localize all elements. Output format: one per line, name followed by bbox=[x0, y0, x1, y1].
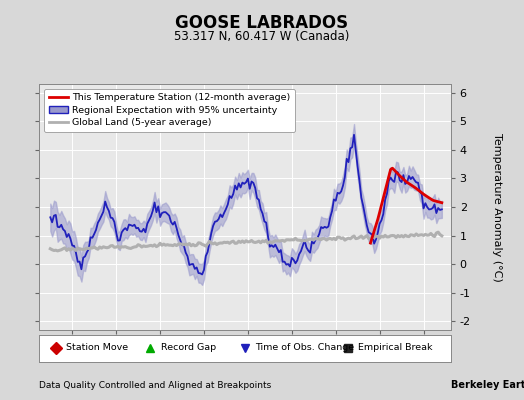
Text: Data Quality Controlled and Aligned at Breakpoints: Data Quality Controlled and Aligned at B… bbox=[39, 381, 271, 390]
Text: Record Gap: Record Gap bbox=[161, 343, 216, 352]
Text: Time of Obs. Change: Time of Obs. Change bbox=[255, 343, 354, 352]
Y-axis label: Temperature Anomaly (°C): Temperature Anomaly (°C) bbox=[492, 133, 501, 281]
Legend: This Temperature Station (12-month average), Regional Expectation with 95% uncer: This Temperature Station (12-month avera… bbox=[44, 89, 296, 132]
Text: GOOSE LABRADOS: GOOSE LABRADOS bbox=[176, 14, 348, 32]
Text: Berkeley Earth: Berkeley Earth bbox=[451, 380, 524, 390]
Text: Station Move: Station Move bbox=[66, 343, 128, 352]
Text: Empirical Break: Empirical Break bbox=[358, 343, 433, 352]
Text: 53.317 N, 60.417 W (Canada): 53.317 N, 60.417 W (Canada) bbox=[174, 30, 350, 43]
